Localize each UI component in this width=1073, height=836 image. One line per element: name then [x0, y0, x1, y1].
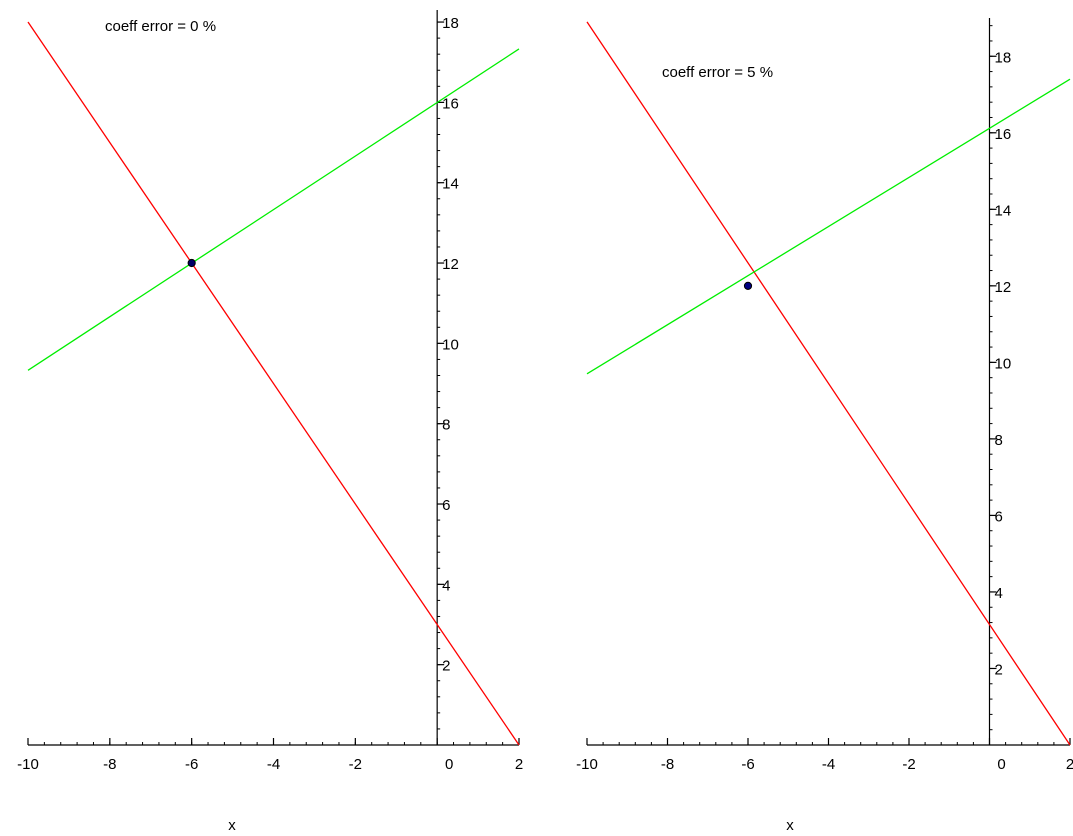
- y-tick-label: 10: [442, 336, 459, 353]
- series-line-green: [586, 78, 1071, 375]
- y-tick-label: 6: [442, 497, 450, 514]
- y-tick-label: 12: [995, 279, 1012, 296]
- x-tick-label: -2: [349, 756, 362, 773]
- x-tick-label: -6: [741, 756, 754, 773]
- x-tick-label: -2: [902, 756, 915, 773]
- x-tick-label: -10: [576, 756, 598, 773]
- y-tick-label: 4: [995, 585, 1003, 602]
- series-line-green: [27, 48, 520, 371]
- panel-left: coeff error = 0 % x -10 -8 -6 -4 -2 0 2 2 4 6 8 10 1…: [17, 10, 523, 834]
- y-tick-label: 8: [442, 417, 450, 434]
- x-tick-label: 0: [997, 756, 1005, 773]
- x-axis-title-right: x: [786, 817, 794, 834]
- y-tick-label: 2: [995, 661, 1003, 678]
- y-tick-label: 16: [995, 126, 1012, 143]
- x-tick-label: -4: [822, 756, 835, 773]
- data-point: [187, 258, 196, 268]
- x-axis-title-left: x: [228, 817, 236, 834]
- y-tick-label: 6: [995, 508, 1003, 525]
- y-tick-label: 14: [442, 176, 459, 193]
- x-tick-label: 2: [515, 756, 523, 773]
- data-point: [743, 281, 753, 290]
- x-tick-label: -8: [103, 756, 116, 773]
- y-tick-label: 18: [442, 15, 459, 32]
- annotation-right: coeff error = 5 %: [662, 64, 773, 81]
- x-tick-label: 2: [1066, 756, 1073, 773]
- series-line-red: [27, 21, 520, 746]
- panel-right: coeff error = 5 % x -10 -8 -6 -4 -2 0 2 2 4 6 8 10 1…: [576, 18, 1073, 834]
- x-tick-label: 0: [445, 756, 453, 773]
- y-tick-label: 14: [995, 202, 1012, 219]
- y-tick-label: 2: [442, 658, 450, 675]
- series-line-red: [586, 21, 1071, 746]
- x-tick-label: -8: [661, 756, 674, 773]
- y-tick-label: 10: [995, 355, 1012, 372]
- y-tick-label: 4: [442, 577, 450, 594]
- y-tick-label: 12: [442, 256, 459, 273]
- x-tick-label: -4: [267, 756, 280, 773]
- annotation-left: coeff error = 0 %: [105, 18, 216, 35]
- y-tick-label: 16: [442, 95, 459, 112]
- x-tick-label: -6: [185, 756, 198, 773]
- y-tick-label: 8: [995, 432, 1003, 449]
- y-tick-label: 18: [995, 49, 1012, 66]
- x-tick-label: -10: [17, 756, 39, 773]
